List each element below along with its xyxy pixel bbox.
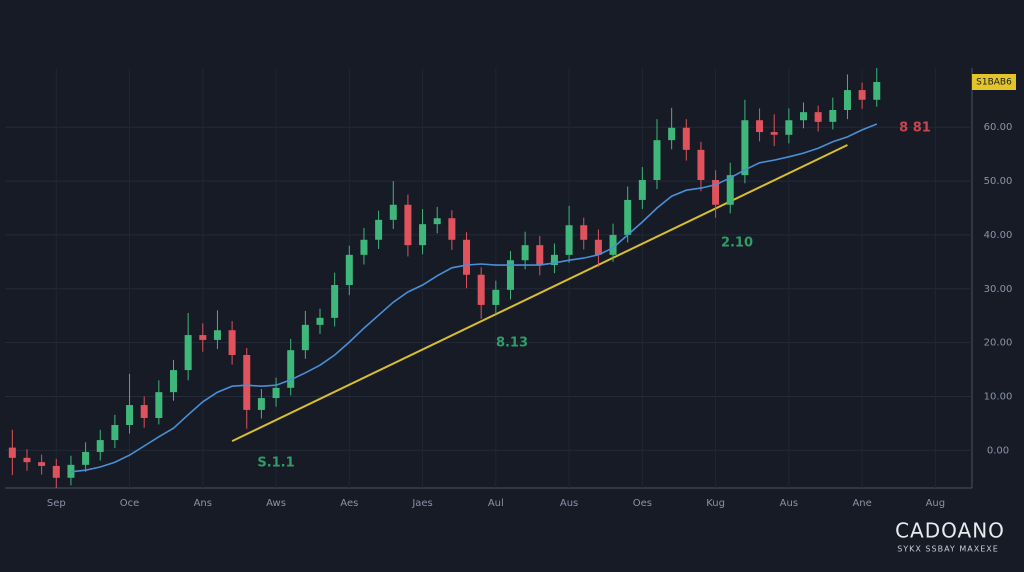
candle-body: [624, 199, 632, 235]
moving-average-line: [70, 123, 878, 473]
y-tick-label: 10.00: [984, 391, 1013, 402]
x-tick-label: Ane: [852, 498, 871, 509]
candle-body: [609, 234, 617, 255]
candle-body: [726, 175, 734, 205]
candle-body: [463, 239, 471, 275]
price-tag-box: [972, 74, 1016, 90]
y-tick-label: 0.00: [987, 445, 1009, 456]
candle-body: [756, 120, 764, 133]
x-tick-label: Oes: [633, 498, 652, 509]
x-tick-label: Aug: [926, 498, 946, 509]
x-tick-label: Aes: [340, 498, 358, 509]
candle-body: [389, 204, 397, 220]
candle-body: [653, 140, 661, 180]
candle-body: [668, 127, 676, 141]
candle-body: [375, 219, 383, 240]
y-tick-label: 40.00: [984, 230, 1013, 241]
annotation: S.1.1: [257, 456, 294, 471]
candle-body: [550, 254, 558, 266]
price-tag: S1BAB6: [976, 78, 1012, 88]
candle-body: [360, 239, 368, 255]
candle-body: [800, 112, 808, 121]
x-tick-label: Aul: [488, 498, 504, 509]
candle-body: [331, 285, 339, 318]
candle-body: [565, 225, 573, 255]
candle-body: [448, 218, 456, 240]
y-tick-label: 30.00: [984, 284, 1013, 295]
candle-body: [38, 462, 46, 466]
y-tick-label: 20.00: [984, 338, 1013, 349]
candle-body: [492, 289, 500, 305]
candle-body: [843, 90, 851, 110]
y-tick-label: 60.00: [984, 122, 1013, 133]
candle-body: [345, 254, 353, 285]
candle-body: [697, 149, 705, 180]
candle-body: [243, 355, 251, 410]
candle-body: [213, 330, 221, 340]
candle-body: [433, 218, 441, 225]
candle-body: [594, 239, 602, 255]
brand-subtitle: SYKX SSBAY MAXEXE: [897, 545, 999, 554]
x-tick-label: Aws: [266, 498, 286, 509]
annotation: 8.13: [496, 336, 528, 351]
candle-body: [111, 425, 119, 441]
candle-body: [155, 392, 163, 418]
candle-body: [404, 204, 412, 246]
candle-body: [8, 447, 16, 458]
candle-body: [23, 457, 31, 463]
trendline: [231, 144, 848, 443]
candle-body: [829, 110, 837, 122]
y-tick-label: 50.00: [984, 176, 1013, 187]
candle-body: [521, 245, 529, 261]
candle-body: [506, 260, 514, 290]
candle-body: [316, 317, 324, 325]
candle-body: [52, 465, 60, 478]
candle-body: [272, 387, 280, 399]
x-tick-label: Jaes: [411, 498, 432, 509]
candle-body: [638, 180, 646, 200]
candle-body: [770, 132, 778, 135]
candle-body: [580, 225, 588, 240]
candle-body: [536, 245, 544, 266]
brand: CADOANO: [895, 519, 1005, 543]
candle-body: [257, 398, 265, 410]
candle-body: [814, 112, 822, 122]
x-tick-label: Kug: [706, 498, 725, 509]
annotation: 2.10: [721, 236, 753, 251]
candle-body: [858, 90, 866, 100]
candle-body: [785, 120, 793, 135]
candle-body: [477, 274, 485, 305]
candle-body: [741, 120, 749, 176]
x-tick-label: Oce: [120, 498, 140, 509]
x-tick-label: Aus: [560, 498, 578, 509]
x-tick-label: Aus: [780, 498, 798, 509]
candle-body: [712, 180, 720, 205]
candle-body: [184, 335, 192, 371]
candle-body: [126, 405, 134, 425]
candle-body: [82, 451, 90, 465]
candle-body: [169, 370, 177, 393]
candle-body: [96, 440, 104, 452]
x-tick-label: Ans: [194, 498, 212, 509]
candle-body: [199, 335, 207, 340]
candle-body: [287, 350, 295, 388]
plot: 0.00 10.00 20.00 30.00 40.00 50.00 60.00 Sep Oce…: [5, 68, 1016, 509]
candle-body: [682, 127, 690, 150]
annotation: 8 81: [899, 121, 931, 136]
candle-body: [419, 224, 427, 246]
candle-body: [228, 330, 236, 355]
candle-body: [140, 405, 148, 418]
candle-body: [873, 82, 881, 100]
candle-body: [301, 324, 309, 351]
x-tick-label: Sep: [47, 498, 66, 509]
